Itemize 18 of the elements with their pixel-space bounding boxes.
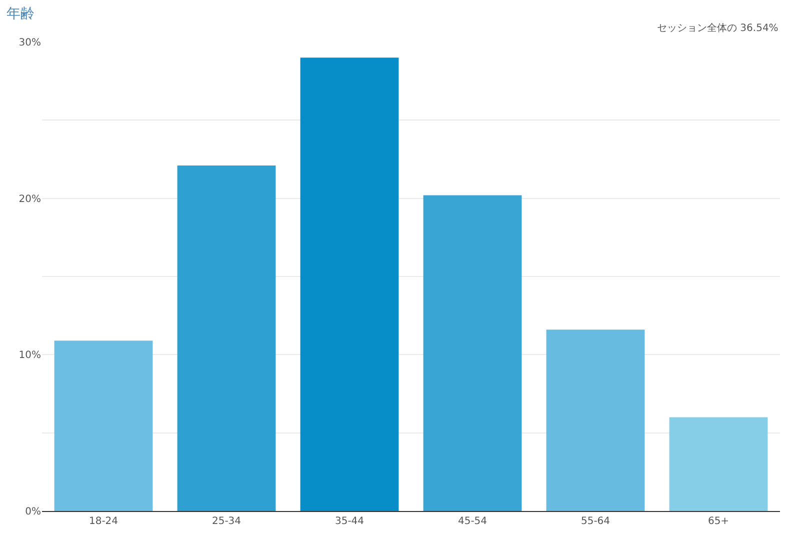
bar bbox=[546, 330, 645, 511]
chart-title: 年齢 bbox=[6, 6, 34, 22]
y-tick-label: 20% bbox=[18, 194, 41, 205]
bar bbox=[423, 195, 522, 511]
x-tick-label: 45-54 bbox=[458, 516, 488, 527]
x-tick-label: 25-34 bbox=[212, 516, 242, 527]
bar bbox=[54, 340, 153, 511]
y-tick-label: 30% bbox=[18, 38, 41, 48]
text: セッション全体の 36.54% bbox=[657, 22, 778, 34]
x-tick-label: 35-44 bbox=[334, 516, 364, 527]
x-tick-label: 18-24 bbox=[88, 516, 118, 527]
bar bbox=[669, 417, 768, 511]
y-tick-label: 10% bbox=[18, 350, 41, 362]
bar bbox=[300, 58, 399, 511]
bar bbox=[177, 166, 276, 511]
y-tick-label: 0% bbox=[25, 506, 41, 518]
x-tick-label: 65+ bbox=[708, 516, 730, 527]
x-tick-label: 55-64 bbox=[580, 516, 610, 527]
